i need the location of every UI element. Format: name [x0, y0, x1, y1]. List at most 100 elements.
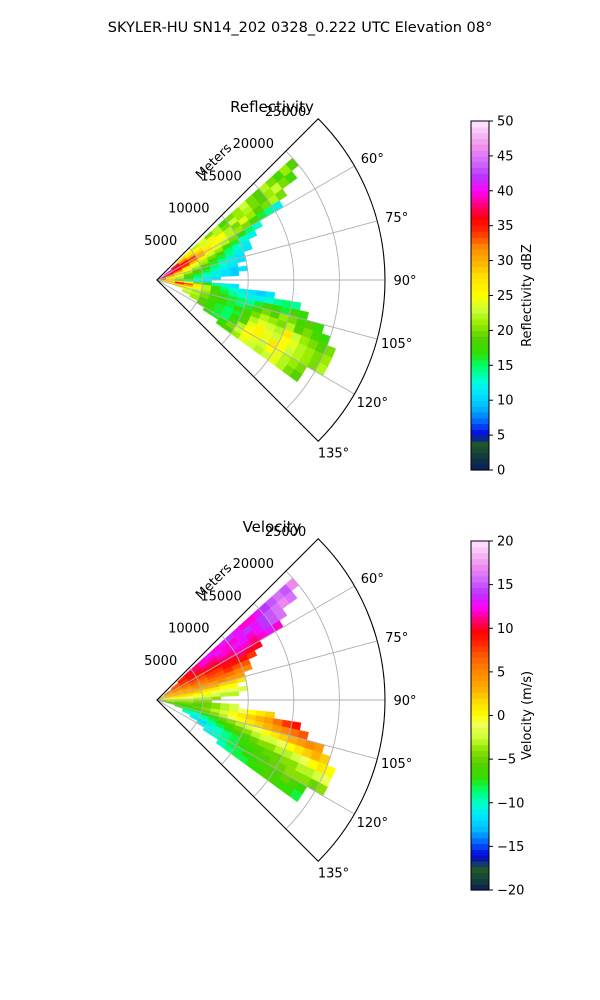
azimuth-tick-label: 60°: [361, 572, 384, 587]
colorbar-segment: [471, 121, 489, 128]
colorbar-segment: [471, 184, 489, 192]
reflectivity-frame: [156, 118, 386, 442]
range-tick-label: 25000: [265, 105, 306, 120]
colorbar-segment: [471, 190, 489, 198]
colorbar-tick-label: 5: [497, 665, 505, 680]
colorbar-segment: [471, 791, 489, 798]
colorbar-segment: [471, 347, 489, 355]
azimuth-spoke: [156, 165, 355, 281]
colorbar-segment: [471, 581, 489, 589]
colorbar-segment: [471, 283, 489, 291]
colorbar-tick-label: 35: [497, 219, 514, 234]
colorbar-tick-label: 10: [497, 622, 514, 637]
colorbar-segment: [471, 295, 489, 302]
azimuth-tick-label: 120°: [357, 396, 388, 411]
sector-outline: [156, 538, 386, 862]
colorbar-tick-label: 20: [497, 535, 514, 550]
velocity-tick-labels: 5000 10000 15000 20000 25000 60° 75° 90° 105° 120…: [144, 525, 416, 882]
colorbar-segment: [471, 161, 489, 169]
colorbar-segment: [471, 155, 489, 163]
colorbar-segment: [471, 808, 489, 815]
colorbar-segment: [471, 756, 489, 763]
colorbar-segment: [471, 639, 489, 647]
colorbar-tick-label: 5: [497, 429, 505, 444]
colorbar-segment: [471, 324, 489, 331]
range-tick-label: 15000: [200, 169, 241, 184]
colorbar-segment: [471, 132, 489, 140]
colorbar-segment: [471, 336, 489, 343]
colorbar-segment: [471, 570, 489, 577]
colorbar-segment: [471, 546, 489, 554]
sector-outline: [156, 118, 386, 442]
colorbar-segment: [471, 225, 489, 233]
colorbar-segment: [471, 289, 489, 297]
range-tick-label: 20000: [233, 137, 274, 152]
colorbar-segment: [471, 365, 489, 372]
azimuth-tick-label: 90°: [393, 694, 416, 709]
colorbar-segment: [471, 417, 489, 425]
colorbar-segment: [471, 558, 489, 565]
colorbar-tick-label: 10: [497, 394, 514, 409]
colorbar-segment: [471, 219, 489, 227]
colorbar-segment: [471, 814, 489, 821]
colorbar-segment: [471, 698, 489, 705]
colorbar-segment: [471, 272, 489, 279]
colorbar-segment: [471, 732, 489, 740]
colorbar-segment: [471, 744, 489, 751]
colorbar-segment: [471, 406, 489, 413]
colorbar-segment: [471, 622, 489, 629]
range-tick-label: 10000: [168, 622, 209, 637]
colorbar-segment: [471, 330, 489, 337]
colorbar-segment: [471, 796, 489, 804]
colorbar-tick-label: 20: [497, 324, 514, 339]
colorbar-tick-label: −5: [497, 753, 516, 768]
colorbar-segment: [471, 359, 489, 366]
colorbar-tick-label: 25: [497, 289, 514, 304]
colorbar-tick-label: −10: [497, 796, 524, 811]
colorbar-segment: [471, 167, 489, 174]
radar-cell: [237, 265, 248, 272]
colorbar-segment: [471, 564, 489, 571]
colorbar-tick-label: 30: [497, 254, 514, 269]
colorbar-tick-label: 40: [497, 184, 514, 199]
colorbar-segment: [471, 231, 489, 238]
radar-cell: [211, 276, 222, 281]
colorbar-segment: [471, 860, 489, 868]
colorbar-segment: [471, 312, 489, 320]
colorbar-segment: [471, 254, 489, 262]
colorbar-tick-label: 15: [497, 578, 514, 593]
colorbar-segment: [471, 657, 489, 664]
range-tick-label: 10000: [168, 202, 209, 217]
colorbar-tick-label: 0: [497, 709, 505, 724]
colorbar-segment: [471, 301, 489, 308]
colorbar-tick-label: 15: [497, 359, 514, 374]
colorbar-segment: [471, 738, 489, 746]
radar-cell: [220, 692, 231, 697]
radar-cell: [229, 691, 240, 697]
colorbar-segment: [471, 423, 489, 430]
colorbar-segment: [471, 243, 489, 250]
colorbar-segment: [471, 342, 489, 349]
range-tick-label: 15000: [200, 589, 241, 604]
colorbar-segment: [471, 686, 489, 693]
colorbar-segment: [471, 179, 489, 186]
radar-cell: [246, 650, 258, 660]
velocity-frame: [156, 538, 386, 862]
colorbar-tick-label: 0: [497, 464, 505, 479]
figure-suptitle: SKYLER-HU SN14_202 0328_0.222 UTC Elevat…: [108, 20, 492, 36]
azimuth-tick-label: 90°: [393, 274, 416, 289]
azimuth-tick-label: 75°: [385, 211, 408, 226]
colorbar-segment: [471, 785, 489, 792]
colorbar-segment: [471, 674, 489, 682]
velocity-data-cells: [156, 577, 337, 803]
colorbar-segment: [471, 376, 489, 384]
range-tick-label: 20000: [233, 557, 274, 572]
azimuth-tick-label: 60°: [361, 152, 384, 167]
colorbar-segment: [471, 628, 489, 635]
colorbar-segment: [471, 703, 489, 711]
azimuth-tick-label: 105°: [381, 337, 412, 352]
reflectivity-title: Reflectivity: [230, 98, 314, 116]
colorbar-segment: [471, 208, 489, 215]
velocity-panel: 5000 10000 15000 20000 25000 60° 75° 90° 105° 120…: [144, 518, 535, 899]
